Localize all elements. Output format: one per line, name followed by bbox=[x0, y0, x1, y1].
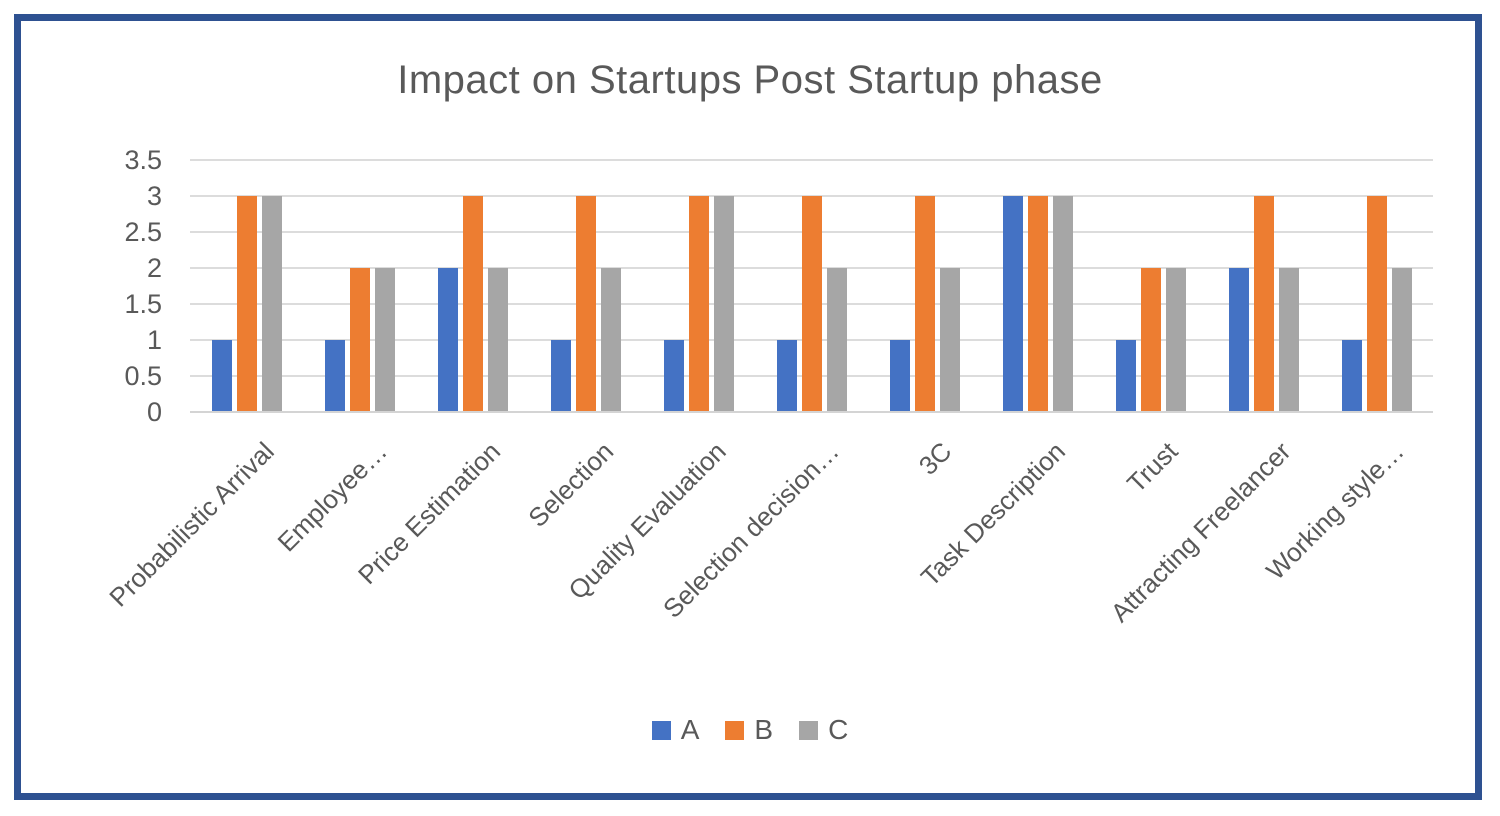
bar-group bbox=[416, 160, 529, 412]
bar-series-C bbox=[1052, 196, 1073, 412]
bar-series-B bbox=[1366, 196, 1387, 412]
bar-group bbox=[868, 160, 981, 412]
chart-title: Impact on Startups Post Startup phase bbox=[397, 58, 1103, 102]
legend-label: A bbox=[680, 714, 700, 745]
bar-series-A bbox=[211, 340, 232, 412]
bar-series-C bbox=[939, 268, 960, 412]
bar-series-B bbox=[462, 196, 483, 412]
bar-series-C bbox=[713, 196, 734, 412]
bar-series-C bbox=[487, 268, 508, 412]
bar-series-A bbox=[1002, 196, 1023, 412]
bar-series-A bbox=[776, 340, 797, 412]
bar-group bbox=[755, 160, 868, 412]
legend-label: C bbox=[828, 714, 849, 745]
bar-group bbox=[642, 160, 755, 412]
bar-series-B bbox=[688, 196, 709, 412]
bar-series-B bbox=[914, 196, 935, 412]
legend-item-C: C bbox=[799, 714, 848, 746]
bar-series-A bbox=[437, 268, 458, 412]
bar-series-A bbox=[1228, 268, 1249, 412]
bar-series-C bbox=[1278, 268, 1299, 412]
legend-swatch-icon bbox=[725, 720, 745, 740]
bar-series-C bbox=[826, 268, 847, 412]
legend-label: B bbox=[754, 714, 774, 745]
bar-series-B bbox=[1140, 268, 1161, 412]
bar-series-A bbox=[550, 340, 571, 412]
bar-group bbox=[529, 160, 642, 412]
y-tick-label: 3.5 bbox=[124, 145, 162, 175]
bar-series-C bbox=[374, 268, 395, 412]
bar-series-B bbox=[801, 196, 822, 412]
bar-group bbox=[190, 160, 303, 412]
x-axis-line bbox=[190, 411, 1433, 413]
bar-series-A bbox=[324, 340, 345, 412]
bar-series-B bbox=[575, 196, 596, 412]
y-tick-label: 0 bbox=[146, 397, 162, 427]
bar-series-A bbox=[889, 340, 910, 412]
bar-series-C bbox=[1165, 268, 1186, 412]
bar-group bbox=[1207, 160, 1320, 412]
bar-series-B bbox=[1253, 196, 1274, 412]
bar-group bbox=[303, 160, 416, 412]
gridline bbox=[190, 159, 1433, 161]
y-tick-label: 3 bbox=[146, 181, 162, 211]
bar-series-C bbox=[1391, 268, 1412, 412]
bar-group bbox=[1094, 160, 1207, 412]
bar-series-C bbox=[600, 268, 621, 412]
bar-series-A bbox=[1341, 340, 1362, 412]
y-tick-label: 2.5 bbox=[124, 217, 162, 247]
plot-area bbox=[190, 159, 1433, 413]
bar-series-A bbox=[663, 340, 684, 412]
bar-group bbox=[981, 160, 1094, 412]
bar-series-B bbox=[349, 268, 370, 412]
bar-series-A bbox=[1115, 340, 1136, 412]
y-tick-label: 1.5 bbox=[124, 289, 162, 319]
bar-series-B bbox=[236, 196, 257, 412]
y-tick-label: 0.5 bbox=[124, 361, 162, 391]
bar-group bbox=[1320, 160, 1433, 412]
bar-series-B bbox=[1027, 196, 1048, 412]
y-tick-label: 2 bbox=[146, 253, 162, 283]
legend-swatch-icon bbox=[651, 720, 671, 740]
y-tick-label: 1 bbox=[146, 325, 162, 355]
bar-series-C bbox=[261, 196, 282, 412]
legend-item-B: B bbox=[725, 714, 773, 746]
legend-item-A: A bbox=[651, 714, 700, 746]
legend-swatch-icon bbox=[799, 720, 819, 740]
legend: A B C bbox=[0, 714, 1500, 746]
